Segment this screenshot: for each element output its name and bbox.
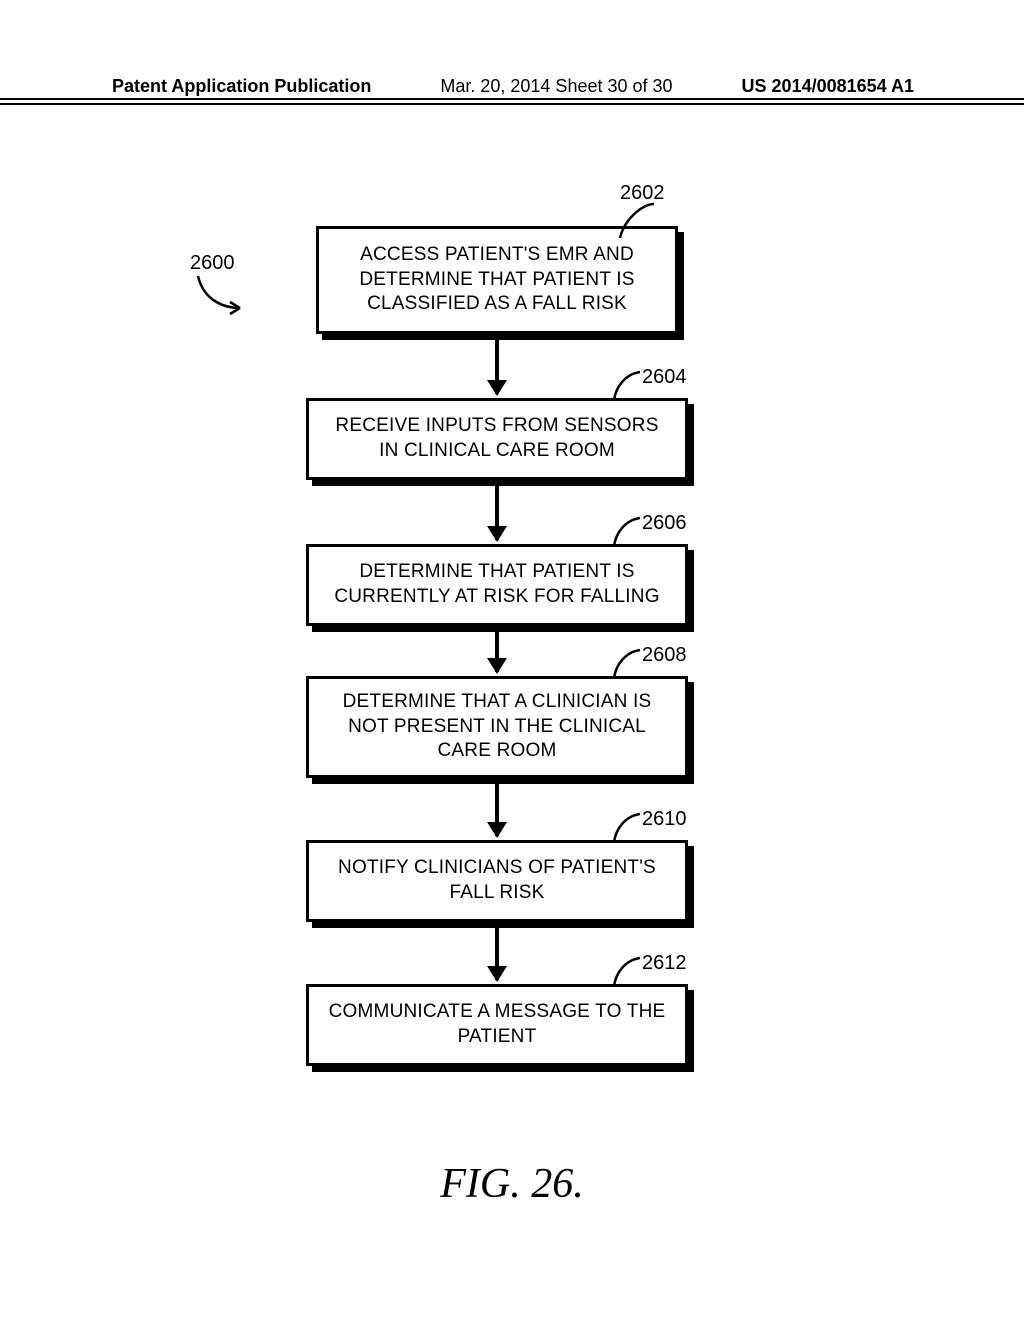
node-box: RECEIVE INPUTS FROM SENSORS IN CLINICAL … bbox=[306, 398, 688, 480]
node-box: DETERMINE THAT PATIENT IS CURRENTLY AT R… bbox=[306, 544, 688, 626]
figure-caption-text: FIG. 26. bbox=[440, 1161, 583, 1207]
header-rule bbox=[0, 103, 1024, 105]
ref-callout: 2612 bbox=[642, 952, 687, 975]
flowchart-node: RECEIVE INPUTS FROM SENSORS IN CLINICAL … bbox=[306, 398, 688, 480]
ref-number: 2604 bbox=[642, 366, 687, 388]
ref-number: 2606 bbox=[642, 512, 687, 534]
flowchart-node: NOTIFY CLINICIANS OF PATIENT'S FALL RISK bbox=[306, 840, 688, 922]
flow-arrow bbox=[495, 340, 499, 394]
node-text: RECEIVE INPUTS FROM SENSORS IN CLINICAL … bbox=[323, 414, 671, 463]
ref-number: 2608 bbox=[642, 644, 687, 666]
flow-arrow bbox=[495, 928, 499, 980]
ref-callout: 2602 bbox=[620, 182, 665, 205]
header-row: Patent Application Publication Mar. 20, … bbox=[0, 76, 1024, 103]
header-left: Patent Application Publication bbox=[112, 76, 371, 97]
flowchart-node: DETERMINE THAT PATIENT IS CURRENTLY AT R… bbox=[306, 544, 688, 626]
node-text: ACCESS PATIENT'S EMR AND DETERMINE THAT … bbox=[333, 243, 661, 317]
node-text: DETERMINE THAT PATIENT IS CURRENTLY AT R… bbox=[323, 560, 671, 609]
flow-arrow bbox=[495, 632, 499, 672]
node-box: COMMUNICATE A MESSAGE TO THE PATIENT bbox=[306, 984, 688, 1066]
node-text: COMMUNICATE A MESSAGE TO THE PATIENT bbox=[323, 1000, 671, 1049]
flowchart-node: COMMUNICATE A MESSAGE TO THE PATIENT bbox=[306, 984, 688, 1066]
figure-caption: FIG. 26. bbox=[0, 1160, 1024, 1208]
diagram-ref-number: 2600 bbox=[190, 252, 235, 274]
ref-callout: 2604 bbox=[642, 366, 687, 389]
node-text: NOTIFY CLINICIANS OF PATIENT'S FALL RISK bbox=[323, 856, 671, 905]
node-box: DETERMINE THAT A CLINICIAN IS NOT PRESEN… bbox=[306, 676, 688, 778]
node-box: NOTIFY CLINICIANS OF PATIENT'S FALL RISK bbox=[306, 840, 688, 922]
node-text: DETERMINE THAT A CLINICIAN IS NOT PRESEN… bbox=[323, 690, 671, 764]
flowchart-node: DETERMINE THAT A CLINICIAN IS NOT PRESEN… bbox=[306, 676, 688, 778]
node-box: ACCESS PATIENT'S EMR AND DETERMINE THAT … bbox=[316, 226, 678, 334]
flow-arrow bbox=[495, 784, 499, 836]
flow-arrow bbox=[495, 486, 499, 540]
page-header: Patent Application Publication Mar. 20, … bbox=[0, 98, 1024, 105]
ref-number: 2612 bbox=[642, 952, 687, 974]
header-right: US 2014/0081654 A1 bbox=[742, 76, 914, 97]
header-mid: Mar. 20, 2014 Sheet 30 of 30 bbox=[440, 76, 672, 97]
ref-callout: 2608 bbox=[642, 644, 687, 667]
flowchart-node: ACCESS PATIENT'S EMR AND DETERMINE THAT … bbox=[316, 226, 678, 334]
diagram-ref-2600: 2600 bbox=[190, 252, 235, 275]
ref-callout: 2610 bbox=[642, 808, 687, 831]
ref-number: 2610 bbox=[642, 808, 687, 830]
ref-callout: 2606 bbox=[642, 512, 687, 535]
ref-number: 2602 bbox=[620, 182, 665, 204]
